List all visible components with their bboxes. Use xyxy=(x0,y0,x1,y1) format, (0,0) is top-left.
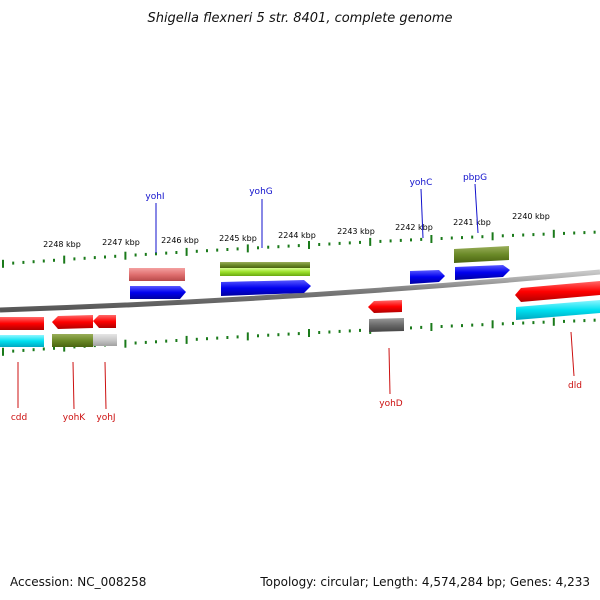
gene-feature-cyan-cdd[interactable] xyxy=(0,335,44,347)
gene-arrow-pbpG[interactable] xyxy=(455,265,510,280)
gene-arrow-cdd[interactable] xyxy=(0,317,44,330)
leader-line-dld xyxy=(570,331,575,377)
gene-label-yohG[interactable]: yohG xyxy=(249,187,273,197)
scale-label-2248: 2248 kbp xyxy=(43,240,81,249)
top-gene-labels: yohI yohG yohC pbpG xyxy=(145,173,487,253)
gene-label-yohC[interactable]: yohC xyxy=(410,178,433,188)
scale-label-2245: 2245 kbp xyxy=(219,234,257,243)
leader-line-yohK xyxy=(72,361,75,410)
upper-tick-track xyxy=(2,229,596,268)
gene-label-yohJ[interactable]: yohJ xyxy=(96,413,115,423)
gene-label-yohK[interactable]: yohK xyxy=(63,413,87,423)
accession-text: Accession: NC_008258 xyxy=(10,575,146,589)
reverse-strand-genes xyxy=(0,281,600,347)
gene-label-dld[interactable]: dld xyxy=(568,381,582,391)
map-title: Shigella flexneri 5 str. 8401, complete … xyxy=(147,11,452,26)
gene-arrow-yohI[interactable] xyxy=(130,286,186,299)
genome-summary-text: Topology: circular; Length: 4,574,284 bp… xyxy=(259,575,590,589)
forward-strand-genes xyxy=(129,246,510,299)
scale-label-2243: 2243 kbp xyxy=(337,227,375,236)
scale-label-2244: 2244 kbp xyxy=(278,231,316,240)
scale-label-2246: 2246 kbp xyxy=(161,236,199,245)
gene-arrow-dld[interactable] xyxy=(515,281,600,302)
gene-label-yohD[interactable]: yohD xyxy=(379,399,403,409)
gene-feature-lightgray-yohJ[interactable] xyxy=(93,334,117,346)
gene-label-pbpG[interactable]: pbpG xyxy=(463,173,487,183)
scale-label-2242: 2242 kbp xyxy=(395,223,433,232)
gene-arrow-yohJ[interactable] xyxy=(93,315,116,328)
gene-label-cdd[interactable]: cdd xyxy=(11,413,27,423)
leader-line-pbpG xyxy=(474,183,479,234)
scale-label-2240: 2240 kbp xyxy=(512,212,550,221)
gene-label-yohI[interactable]: yohI xyxy=(145,192,164,202)
gene-arrow-yohC[interactable] xyxy=(410,270,445,284)
gene-feature-pink[interactable] xyxy=(129,268,185,281)
leader-line-yohC xyxy=(420,188,424,239)
genome-backbone xyxy=(0,269,600,313)
scale-label-2247: 2247 kbp xyxy=(102,238,140,247)
gene-arrow-yohD[interactable] xyxy=(368,300,402,313)
leader-line-yohD xyxy=(388,347,391,395)
gene-feature-olive-yohG[interactable] xyxy=(220,262,310,268)
gene-feature-gray-yohD[interactable] xyxy=(369,318,404,332)
scale-label-2241: 2241 kbp xyxy=(453,218,491,227)
gene-feature-olive-pbpG[interactable] xyxy=(454,246,509,263)
bottom-gene-labels: cdd yohK yohJ yohD dld xyxy=(11,331,582,423)
gene-feature-olive-yohK[interactable] xyxy=(52,334,93,347)
gene-feature-cyan-dld[interactable] xyxy=(516,300,600,320)
leader-line-yohJ xyxy=(104,361,107,410)
gene-arrow-yohG[interactable] xyxy=(221,280,311,296)
gene-feature-lime-yohG[interactable] xyxy=(220,268,310,276)
scale-labels: 2248 kbp 2247 kbp 2246 kbp 2245 kbp 2244… xyxy=(43,212,550,249)
gene-arrow-yohK[interactable] xyxy=(52,315,93,329)
